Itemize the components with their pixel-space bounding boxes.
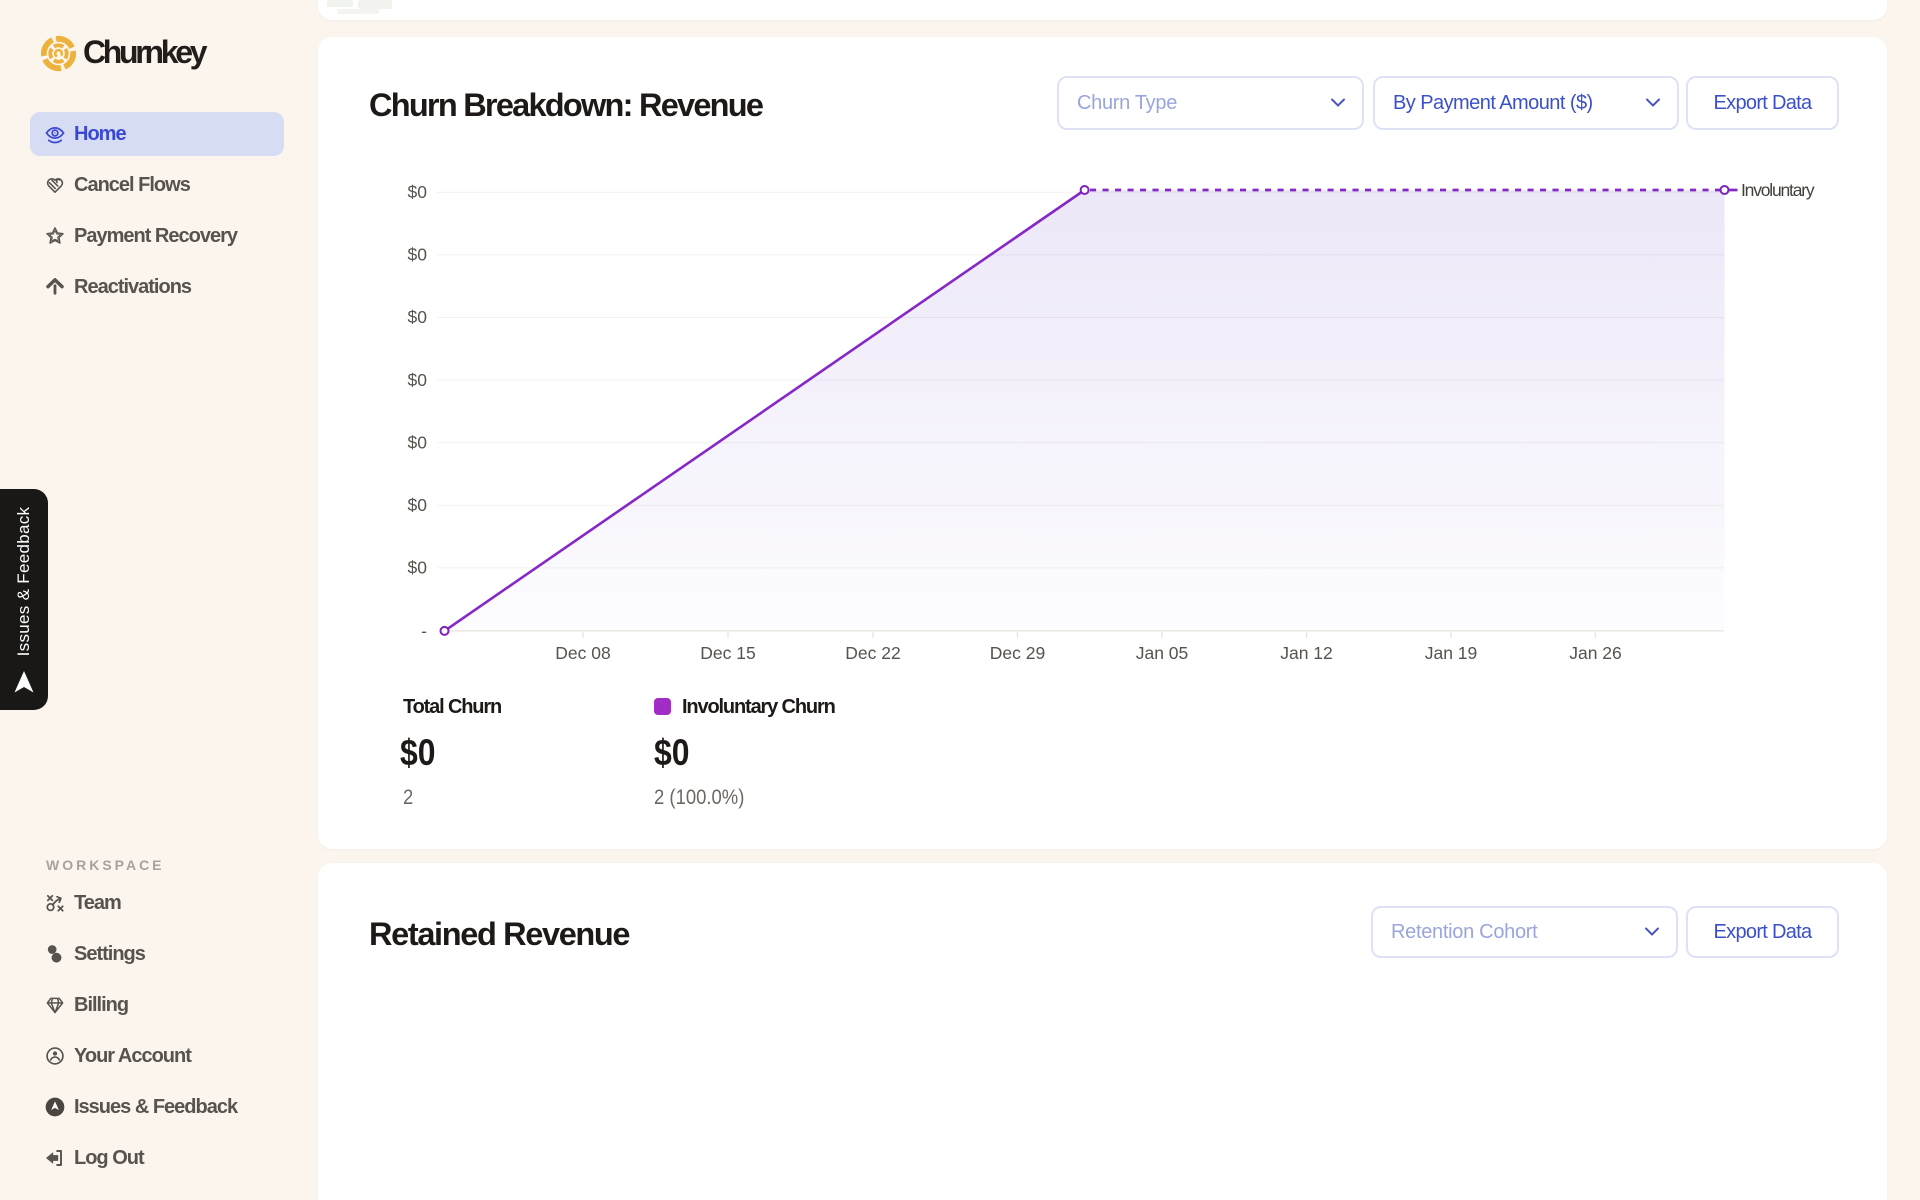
svg-text:$0: $0 bbox=[408, 495, 428, 515]
svg-text:$0: $0 bbox=[408, 307, 428, 327]
svg-text:Jan 19: Jan 19 bbox=[1425, 643, 1478, 663]
svg-text:Involuntary: Involuntary bbox=[1741, 180, 1815, 200]
svg-text:Jan 05: Jan 05 bbox=[1136, 643, 1189, 663]
svg-text:$0: $0 bbox=[408, 558, 428, 578]
svg-text:$0: $0 bbox=[408, 245, 428, 265]
svg-text:Jan 12: Jan 12 bbox=[1280, 643, 1333, 663]
svg-text:Dec 29: Dec 29 bbox=[990, 643, 1045, 663]
svg-text:$0: $0 bbox=[408, 182, 428, 202]
svg-text:$0: $0 bbox=[408, 432, 428, 452]
svg-text:Dec 08: Dec 08 bbox=[555, 643, 610, 663]
svg-text:-: - bbox=[421, 621, 427, 641]
svg-text:$0: $0 bbox=[408, 370, 428, 390]
svg-text:Dec 15: Dec 15 bbox=[700, 643, 755, 663]
svg-text:Jan 26: Jan 26 bbox=[1569, 643, 1622, 663]
svg-text:Dec 22: Dec 22 bbox=[845, 643, 900, 663]
